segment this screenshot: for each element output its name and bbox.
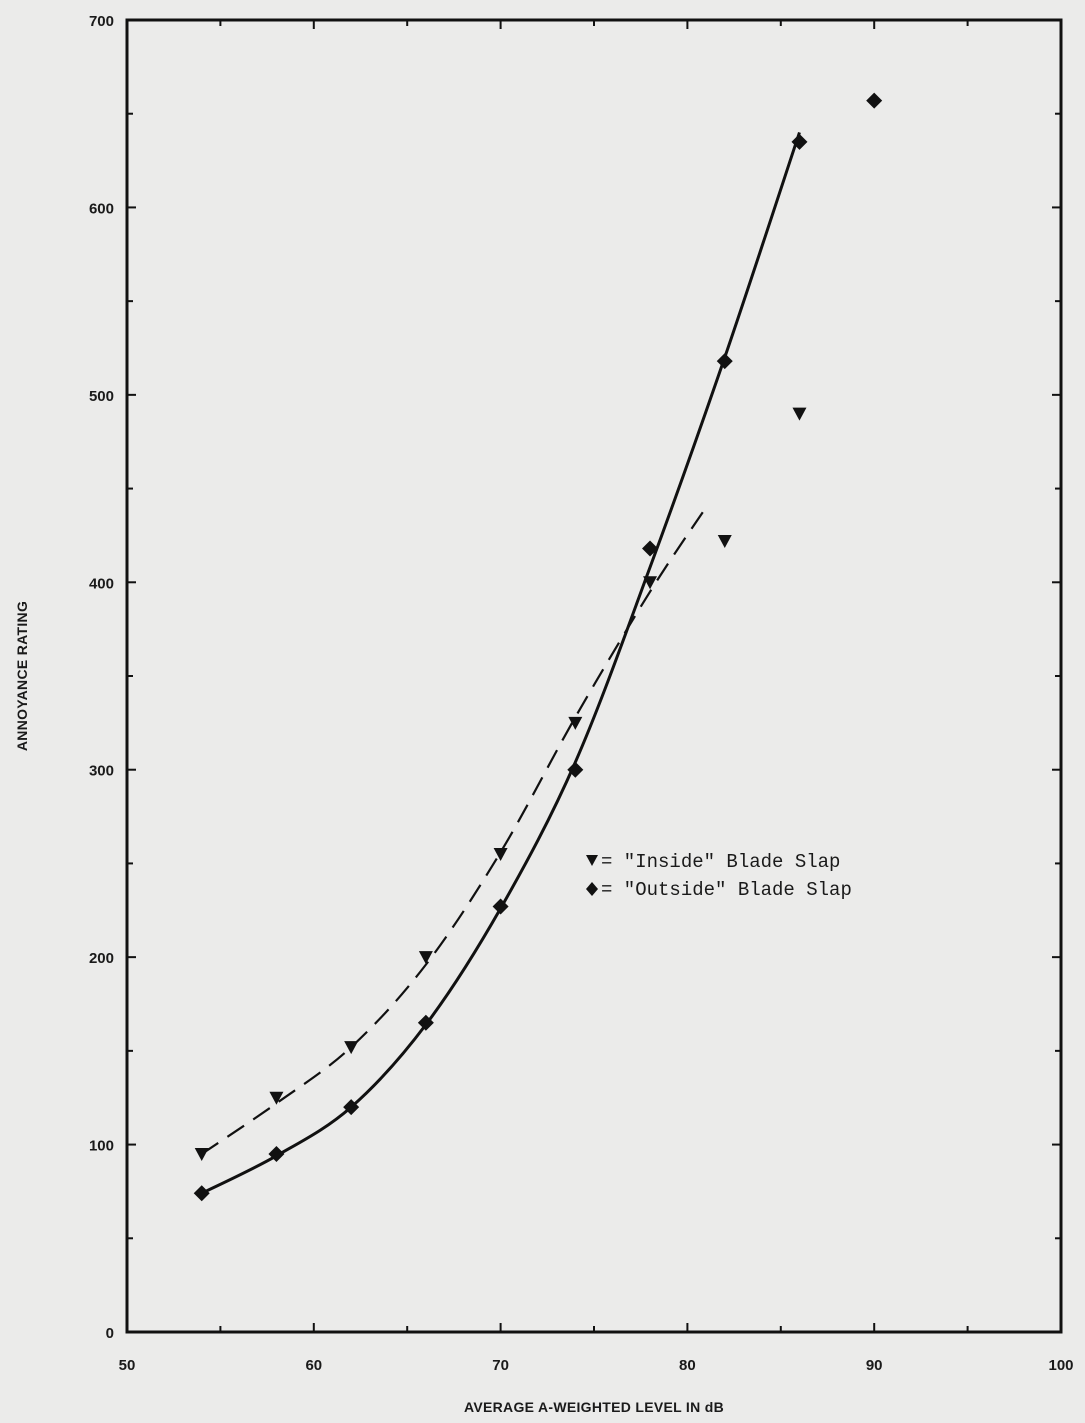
legend: = "Inside" Blade Slap = "Outside" Blade S… xyxy=(586,851,852,901)
x-tick-label: 80 xyxy=(679,1357,696,1374)
outside-data-point xyxy=(791,133,808,150)
outside-fit-curve xyxy=(201,131,801,1195)
inside-data-point xyxy=(792,407,807,421)
outside-data-point xyxy=(417,1014,434,1031)
y-tick-label: 100 xyxy=(89,1138,114,1155)
outside-data-point xyxy=(268,1145,285,1162)
inside-data-point xyxy=(643,576,658,590)
legend-triangle-marker xyxy=(586,855,598,866)
outside-data-point xyxy=(343,1099,360,1116)
axes xyxy=(125,18,1063,1334)
y-tick-label: 0 xyxy=(106,1325,114,1342)
y-tick-label: 500 xyxy=(89,388,114,405)
inside-data-point xyxy=(717,535,732,549)
inside-data-point xyxy=(568,716,583,730)
legend-diamond-marker xyxy=(586,882,598,896)
x-tick-label: 100 xyxy=(1048,1357,1073,1374)
y-tick-label: 700 xyxy=(89,13,114,30)
plot-frame xyxy=(125,18,1063,1334)
y-tick-label: 400 xyxy=(89,575,114,592)
fit-curves xyxy=(201,131,801,1195)
tick-labels: 50 60 70 80 90 100 0 100 200 300 400 500 600 700 xyxy=(89,13,1074,1374)
x-axis-title: AVERAGE A-WEIGHTED LEVEL IN dB xyxy=(464,1399,724,1415)
inside-fit-curve xyxy=(201,506,707,1155)
outside-data-point xyxy=(866,92,883,109)
legend-label: = "Inside" Blade Slap xyxy=(601,851,840,873)
outside-data-point xyxy=(492,898,509,915)
inside-data-point xyxy=(344,1041,359,1055)
inside-data-point xyxy=(418,951,433,965)
inside-data-point xyxy=(493,848,508,862)
y-tick-label: 600 xyxy=(89,200,114,217)
inside-data-point xyxy=(194,1147,209,1161)
x-tick-label: 60 xyxy=(305,1357,322,1374)
outside-data-point xyxy=(193,1185,210,1202)
x-tick-label: 50 xyxy=(119,1357,136,1374)
inside-data-point xyxy=(269,1091,284,1105)
outside-data-point xyxy=(716,353,733,370)
y-tick-label: 300 xyxy=(89,763,114,780)
x-tick-label: 90 xyxy=(866,1357,883,1374)
y-axis-title: ANNOYANCE RATING xyxy=(14,601,30,751)
legend-label: = "Outside" Blade Slap xyxy=(601,879,852,901)
outside-data-point xyxy=(642,540,659,557)
data-points xyxy=(193,92,883,1202)
outside-data-point xyxy=(567,761,584,778)
y-tick-label: 200 xyxy=(89,950,114,967)
x-tick-label: 70 xyxy=(492,1357,509,1374)
